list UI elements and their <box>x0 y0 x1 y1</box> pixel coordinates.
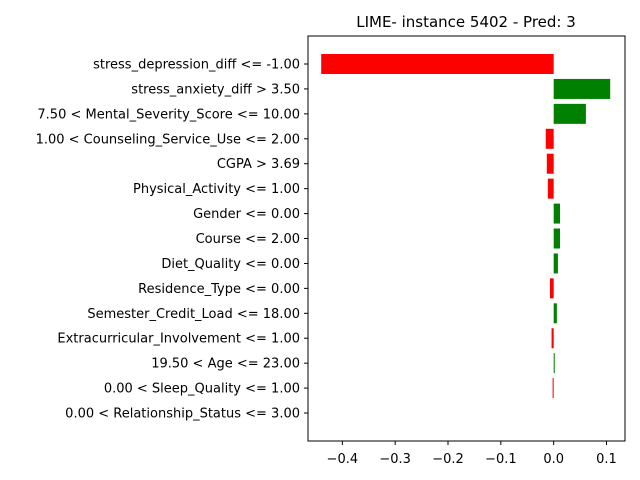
y-tick-label-9: Residence_Type <= 0.00 <box>138 282 300 297</box>
y-tick-label-0: stress_depression_diff <= -1.00 <box>93 58 300 73</box>
y-tick-label-13: 0.00 < Sleep_Quality <= 1.00 <box>104 382 300 397</box>
y-tick-label-7: Course <= 2.00 <box>196 232 300 247</box>
x-tick-label-4: 0.0 <box>543 452 564 467</box>
x-tick-label-5: 0.1 <box>596 452 617 467</box>
x-tick-label-2: −0.2 <box>432 452 464 467</box>
y-tick-label-5: Physical_Activity <= 1.00 <box>133 182 300 197</box>
x-tick-label-3: −0.1 <box>485 452 517 467</box>
y-tick-label-2: 7.50 < Mental_Severity_Score <= 10.00 <box>37 107 300 122</box>
bar-3 <box>545 128 554 149</box>
y-tick-labels: stress_depression_diff <= -1.00 stress_an… <box>36 58 308 422</box>
bar-6 <box>553 203 561 224</box>
bar-4 <box>546 153 554 174</box>
bar-9 <box>549 278 554 299</box>
bar-2 <box>553 103 586 124</box>
bar-10 <box>553 303 557 324</box>
x-tick-label-0: −0.4 <box>327 452 359 467</box>
bar-11 <box>551 328 554 349</box>
bar-12 <box>553 353 555 374</box>
bar-1 <box>553 78 611 99</box>
plot-frame <box>307 35 626 442</box>
chart-title: LIME- instance 5402 - Pred: 3 <box>356 13 576 31</box>
y-tick-label-6: Gender <= 0.00 <box>193 207 300 222</box>
x-tick-label-1: −0.3 <box>379 452 411 467</box>
bar-0 <box>321 54 554 74</box>
x-axis: −0.4 −0.3 −0.2 −0.1 0.0 0.1 <box>327 441 617 467</box>
bar-7 <box>553 228 561 249</box>
y-tick-label-8: Diet_Quality <= 0.00 <box>161 257 300 272</box>
y-tick-label-4: CGPA > 3.69 <box>217 157 300 172</box>
bar-5 <box>547 178 554 199</box>
y-tick-label-14: 0.00 < Relationship_Status <= 3.00 <box>65 407 300 422</box>
bar-13 <box>552 378 554 399</box>
bars-layer <box>321 54 611 424</box>
y-tick-label-1: stress_anxiety_diff > 3.50 <box>131 82 300 97</box>
y-tick-label-3: 1.00 < Counseling_Service_Use <= 2.00 <box>36 132 300 147</box>
y-tick-label-11: Extracurricular_Involvement <= 1.00 <box>57 332 300 347</box>
y-tick-label-10: Semester_Credit_Load <= 18.00 <box>87 307 300 322</box>
bar-8 <box>553 253 558 274</box>
y-tick-label-12: 19.50 < Age <= 23.00 <box>151 357 300 372</box>
